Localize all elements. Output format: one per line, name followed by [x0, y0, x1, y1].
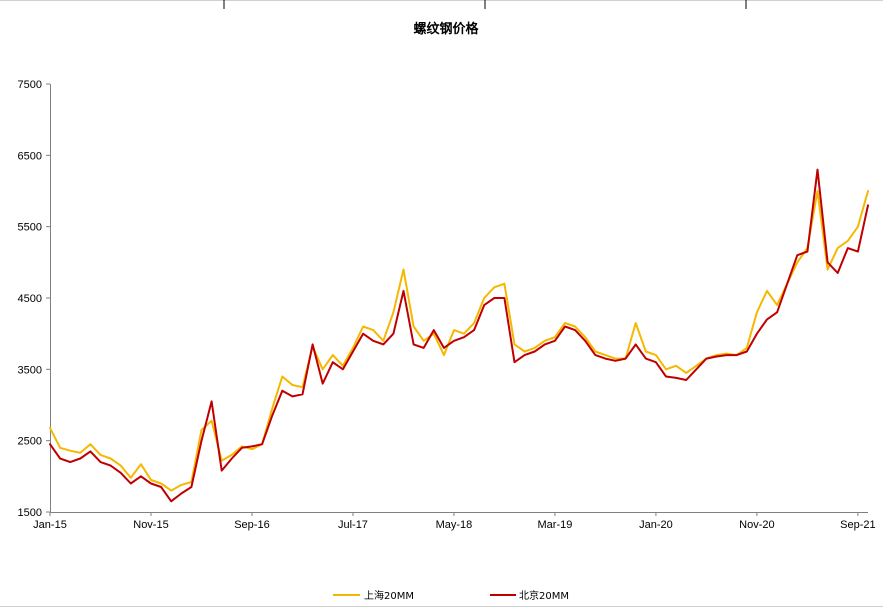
- x-tick-label: Jul-17: [338, 519, 368, 531]
- axes: 1500 2500 3500 4500 5500 6500 7500 Jan-15 Nov-15…: [18, 79, 876, 531]
- x-tick-label: May-18: [436, 519, 473, 531]
- x-tick-label: Sep-21: [840, 519, 875, 531]
- series-line-shanghai: [49, 190, 869, 492]
- x-tick-label: Nov-15: [133, 519, 168, 531]
- top-frame: [0, 0, 883, 9]
- chart-title: 螺纹钢价格: [413, 21, 479, 37]
- y-tick-label: 5500: [18, 222, 42, 234]
- series-line-beijing: [49, 168, 869, 503]
- y-tick-label: 3500: [18, 364, 42, 376]
- legend-label-beijing: 北京20MM: [519, 589, 569, 602]
- y-tick-label: 2500: [18, 436, 42, 448]
- y-tick-label: 4500: [18, 293, 42, 305]
- legend-item-beijing: 北京20MM: [490, 589, 569, 602]
- legend-label-shanghai: 上海20MM: [364, 589, 414, 602]
- series-layer: [49, 168, 869, 503]
- y-tick-label: 7500: [18, 79, 42, 91]
- y-tick-label: 6500: [18, 150, 42, 162]
- legend-item-shanghai: 上海20MM: [333, 589, 414, 602]
- x-tick-label: Nov-20: [739, 519, 774, 531]
- x-tick-label: Jan-20: [639, 519, 673, 531]
- x-tick-label: Sep-16: [234, 519, 269, 531]
- x-tick-label: Mar-19: [538, 519, 573, 531]
- x-tick-label: Jan-15: [33, 519, 67, 531]
- y-tick-label: 1500: [18, 507, 42, 519]
- legend: 上海20MM 北京20MM: [333, 589, 569, 602]
